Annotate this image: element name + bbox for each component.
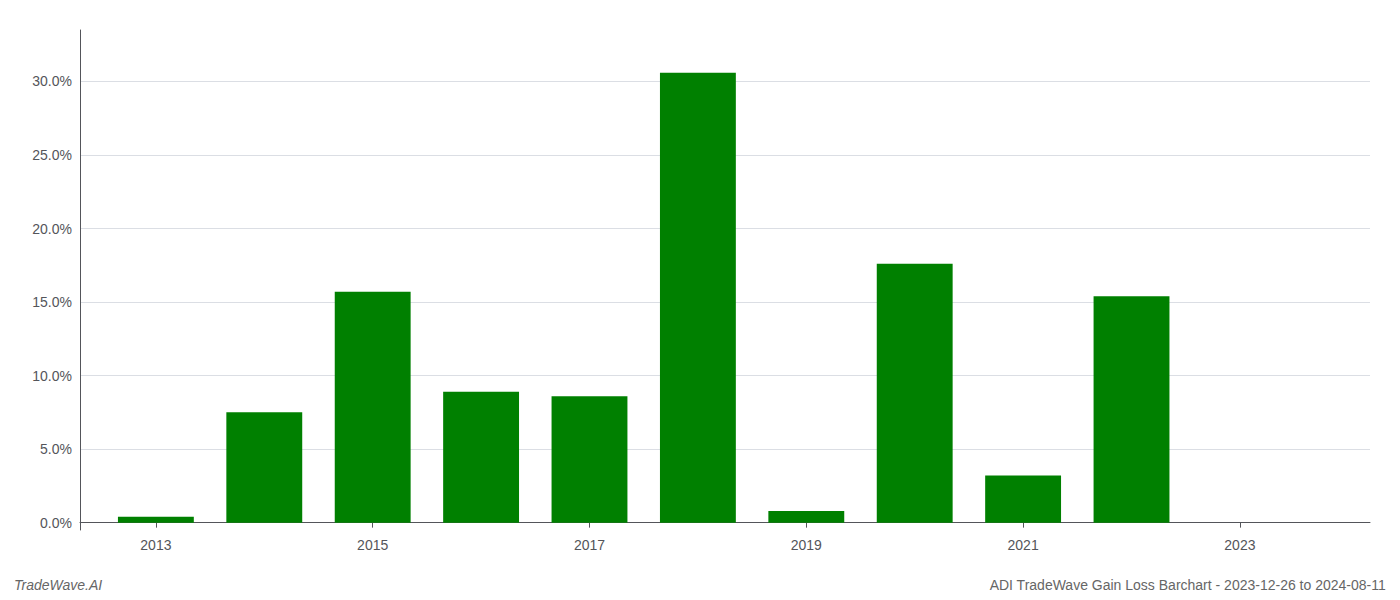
svg-text:20.0%: 20.0%: [32, 221, 72, 237]
svg-text:2015: 2015: [357, 537, 388, 553]
svg-text:25.0%: 25.0%: [32, 147, 72, 163]
svg-text:ADI TradeWave Gain Loss Barcha: ADI TradeWave Gain Loss Barchart - 2023-…: [990, 577, 1386, 593]
svg-text:0.0%: 0.0%: [40, 515, 72, 531]
svg-text:2023: 2023: [1224, 537, 1255, 553]
svg-text:30.0%: 30.0%: [32, 73, 72, 89]
svg-text:2013: 2013: [140, 537, 171, 553]
svg-text:5.0%: 5.0%: [40, 441, 72, 457]
svg-text:TradeWave.AI: TradeWave.AI: [14, 577, 102, 593]
svg-text:2019: 2019: [791, 537, 822, 553]
svg-text:2017: 2017: [574, 537, 605, 553]
svg-text:15.0%: 15.0%: [32, 294, 72, 310]
svg-text:2021: 2021: [1008, 537, 1039, 553]
svg-text:10.0%: 10.0%: [32, 368, 72, 384]
